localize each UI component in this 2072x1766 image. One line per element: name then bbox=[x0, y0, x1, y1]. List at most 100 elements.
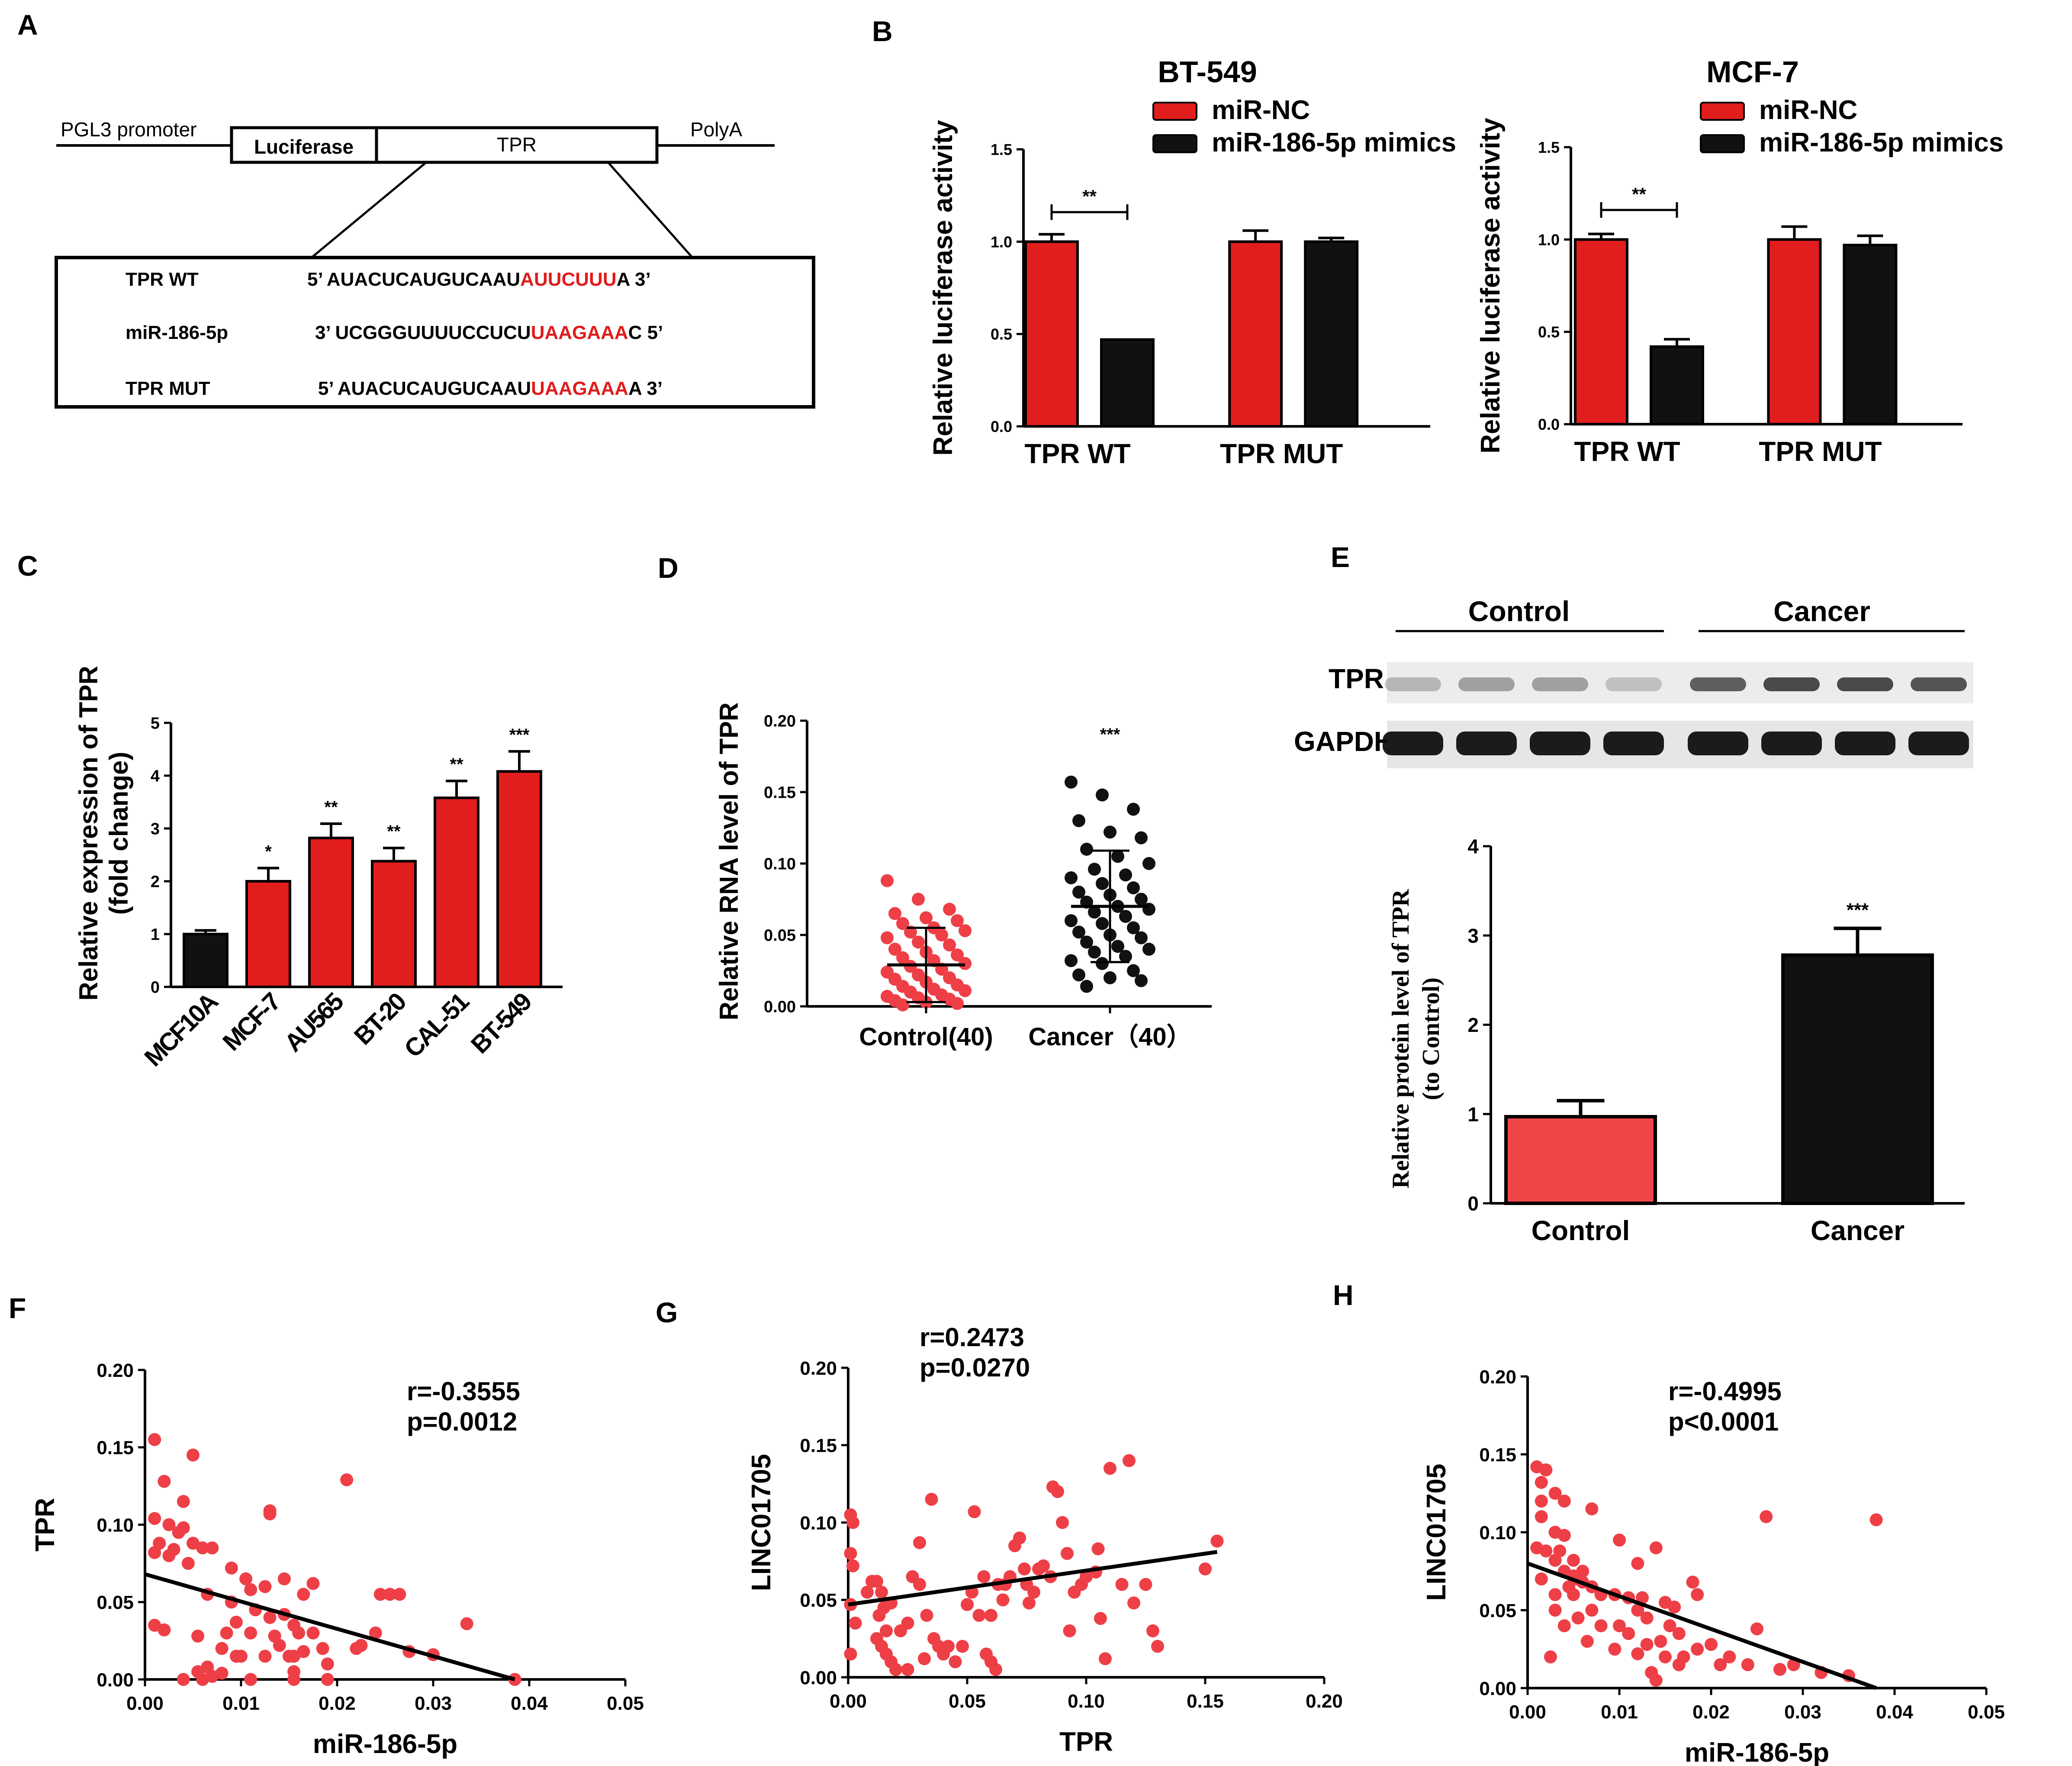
data-point bbox=[244, 1583, 257, 1596]
y-tick-label: 0.10 bbox=[97, 1515, 134, 1536]
panel-e-western-blot: Control Cancer TPR GAPDH bbox=[1294, 595, 1973, 768]
x-tick-label: TPR WT bbox=[1574, 436, 1680, 467]
regression-line bbox=[848, 1550, 1218, 1607]
data-point bbox=[1571, 1611, 1585, 1624]
data-point bbox=[959, 924, 972, 938]
data-point bbox=[1061, 1547, 1074, 1560]
data-point bbox=[158, 1623, 171, 1637]
data-point bbox=[244, 1673, 257, 1686]
data-point bbox=[1659, 1650, 1672, 1663]
data-point bbox=[201, 1660, 214, 1674]
data-point bbox=[937, 1647, 950, 1661]
bar bbox=[1504, 1115, 1657, 1205]
data-point bbox=[1631, 1647, 1644, 1660]
blot-band-tpr bbox=[1385, 677, 1441, 691]
blot-band-tpr bbox=[1837, 677, 1893, 691]
y-tick-label: 0.05 bbox=[97, 1592, 134, 1613]
data-point bbox=[1557, 1529, 1571, 1542]
data-point bbox=[1080, 980, 1093, 993]
panel-label-e: E bbox=[1331, 541, 1350, 573]
data-point bbox=[287, 1665, 301, 1679]
significance-stars: ** bbox=[324, 798, 338, 817]
data-point bbox=[849, 1616, 862, 1630]
legend-swatch bbox=[1700, 102, 1745, 121]
seq-row-name: miR-186-5p bbox=[125, 322, 228, 343]
panel-d-rna-scatter-chart: 0.00 0.05 0.10 0.15 0.20 Relative RNA level o… bbox=[714, 703, 1212, 1051]
data-point bbox=[1027, 1586, 1040, 1599]
data-point bbox=[1104, 825, 1116, 839]
data-point bbox=[881, 931, 894, 944]
data-point bbox=[977, 1570, 991, 1583]
x-tick-label: 0.03 bbox=[415, 1693, 452, 1714]
data-point bbox=[1649, 1541, 1663, 1554]
sequence-rows: TPR WT 5’ AUACUCAUGUCAAUAUUCUUUA 3’ miR-18… bbox=[125, 269, 663, 399]
y-tick-label: 0.10 bbox=[800, 1512, 837, 1534]
x-tick-label: 0.00 bbox=[126, 1693, 164, 1714]
panel-label-c: C bbox=[17, 550, 38, 582]
sequence-box bbox=[55, 256, 815, 409]
correlation-r: r=-0.3555 bbox=[407, 1377, 520, 1406]
data-point bbox=[912, 935, 925, 949]
data-point bbox=[1760, 1510, 1773, 1523]
panel-label-h: H bbox=[1333, 1279, 1354, 1311]
data-point bbox=[244, 1626, 257, 1640]
blot-band-gapdh bbox=[1530, 732, 1590, 755]
seq-row-sequence: 5’ AUACUCAUGUCAAUAUUCUUUA 3’ bbox=[307, 269, 651, 290]
data-point bbox=[1104, 971, 1116, 984]
x-tick-label: 0.10 bbox=[1068, 1691, 1105, 1712]
data-point bbox=[1686, 1576, 1699, 1589]
blot-band-gapdh bbox=[1761, 732, 1822, 755]
data-point bbox=[1548, 1487, 1562, 1500]
blot-band-gapdh bbox=[1688, 732, 1748, 755]
data-point bbox=[1142, 857, 1155, 870]
data-point bbox=[1094, 1612, 1107, 1625]
regression-line bbox=[1527, 1561, 1877, 1690]
zoom-line-right bbox=[607, 161, 693, 258]
data-point bbox=[1119, 950, 1132, 963]
data-point bbox=[996, 1593, 1010, 1607]
data-point bbox=[880, 1624, 893, 1637]
data-point bbox=[1099, 1652, 1112, 1666]
y-tick-label: 0.5 bbox=[991, 325, 1012, 343]
bar bbox=[1228, 240, 1283, 428]
y-tick-label: 0.05 bbox=[800, 1590, 837, 1611]
bar bbox=[1024, 240, 1079, 428]
significance-stars: ** bbox=[1632, 184, 1646, 204]
panel-label-b: B bbox=[872, 15, 893, 47]
x-tick-label: Control bbox=[1531, 1215, 1630, 1246]
x-tick-label: Control(40) bbox=[859, 1023, 993, 1051]
data-point bbox=[1127, 1596, 1140, 1610]
y-tick-label: 0.00 bbox=[800, 1667, 837, 1689]
data-point bbox=[1677, 1650, 1690, 1663]
data-point bbox=[1548, 1588, 1562, 1601]
panel-f-scatter-chart: 0.00 0.05 0.10 0.15 0.20 0.00 0.01 0.02 0.03 0.04… bbox=[30, 1360, 644, 1759]
data-point bbox=[968, 1505, 981, 1518]
data-point bbox=[881, 874, 894, 887]
data-point bbox=[235, 1650, 248, 1663]
x-tick-label: MCF-7 bbox=[217, 988, 286, 1056]
data-point bbox=[297, 1588, 310, 1601]
data-point bbox=[153, 1537, 166, 1550]
data-point bbox=[1668, 1600, 1681, 1614]
seq-row-name: TPR WT bbox=[125, 269, 199, 290]
panel-c-cell-lines-chart: 0 1 2 3 4 5 Relative expression of TPR (fold ch… bbox=[74, 666, 563, 1072]
y-tick-label: 3 bbox=[1467, 925, 1479, 947]
x-axis-label: TPR bbox=[1059, 1727, 1113, 1757]
data-point bbox=[1127, 964, 1140, 977]
blot-band-tpr bbox=[1690, 677, 1746, 691]
data-point bbox=[373, 1588, 387, 1601]
x-tick-label: CAL-51 bbox=[399, 987, 474, 1063]
correlation-r: r=0.2473 bbox=[920, 1323, 1024, 1352]
bar bbox=[1304, 240, 1359, 428]
data-point bbox=[206, 1541, 219, 1555]
data-point bbox=[1096, 957, 1109, 970]
data-point bbox=[383, 1588, 397, 1601]
data-point bbox=[1135, 974, 1148, 987]
data-point bbox=[1585, 1604, 1599, 1617]
data-point bbox=[1649, 1674, 1663, 1687]
data-point bbox=[872, 1609, 886, 1622]
data-point bbox=[191, 1629, 205, 1643]
data-point bbox=[1535, 1573, 1548, 1586]
data-point bbox=[215, 1666, 228, 1680]
